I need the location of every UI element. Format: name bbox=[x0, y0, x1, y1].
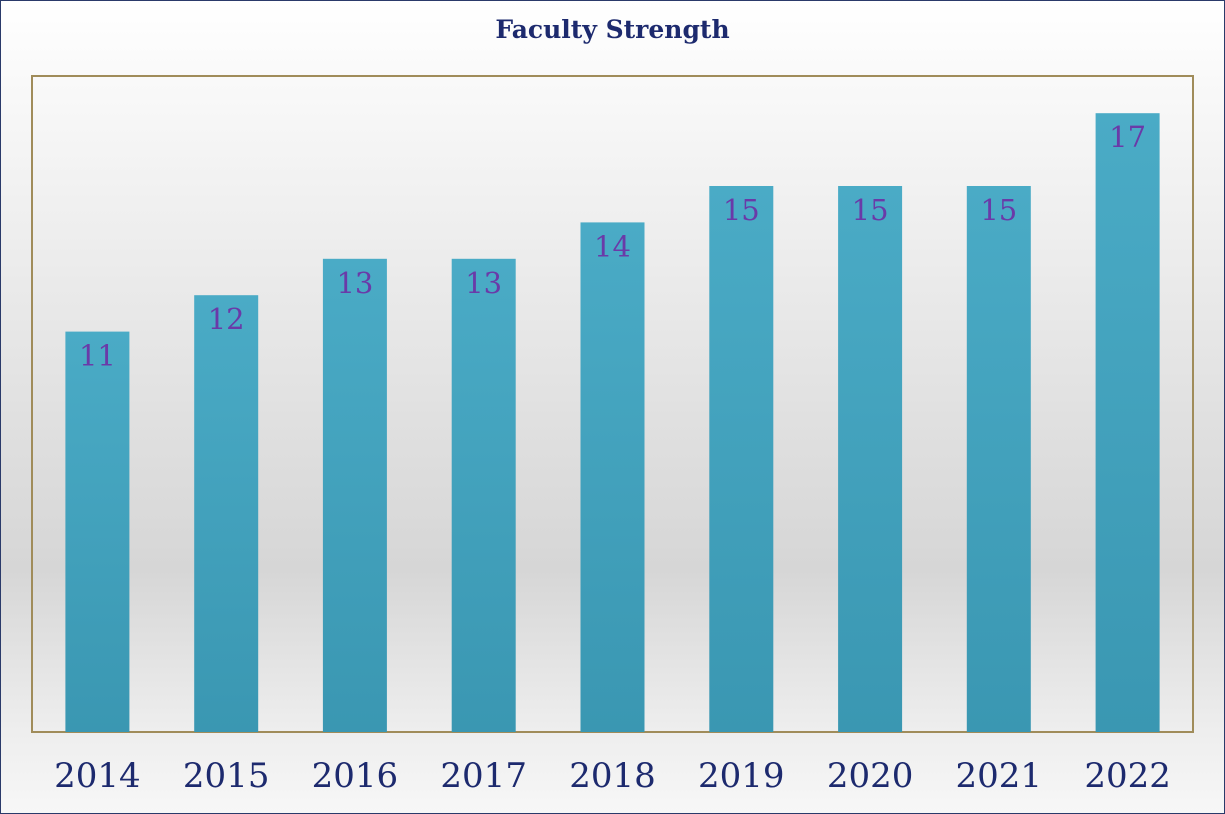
x-tick-label-2016: 2016 bbox=[312, 756, 399, 796]
data-label-2017: 13 bbox=[465, 266, 502, 300]
x-tick-label-2021: 2021 bbox=[956, 756, 1043, 796]
data-label-2022: 17 bbox=[1109, 120, 1146, 154]
bar-2017 bbox=[451, 258, 516, 732]
x-tick-label-2017: 2017 bbox=[440, 756, 527, 796]
data-label-2020: 15 bbox=[852, 193, 889, 227]
data-label-2019: 15 bbox=[723, 193, 760, 227]
bar-2018 bbox=[580, 222, 645, 732]
bar-2022 bbox=[1095, 113, 1160, 732]
x-tick-label-2014: 2014 bbox=[54, 756, 141, 796]
data-label-2016: 13 bbox=[336, 266, 373, 300]
data-labels-group: 11 12 13 13 14 15 15 15 17 bbox=[79, 120, 1146, 372]
x-tick-label-2019: 2019 bbox=[698, 756, 785, 796]
bar-2015 bbox=[194, 295, 259, 732]
data-label-2018: 14 bbox=[594, 229, 631, 263]
x-tick-label-2015: 2015 bbox=[183, 756, 270, 796]
bar-2021 bbox=[966, 186, 1031, 732]
x-tick-labels-group: 2014 2015 2016 2017 2018 2019 2020 2021 2022 bbox=[54, 756, 1171, 796]
data-label-2015: 12 bbox=[208, 302, 245, 336]
bar-2020 bbox=[838, 186, 903, 732]
x-tick-label-2018: 2018 bbox=[569, 756, 656, 796]
chart-title: Faculty Strength bbox=[495, 15, 730, 44]
bar-2016 bbox=[322, 258, 387, 732]
data-label-2014: 11 bbox=[79, 339, 116, 373]
bar-2019 bbox=[709, 186, 774, 732]
data-label-2021: 15 bbox=[980, 193, 1017, 227]
bars-group bbox=[65, 113, 1160, 732]
x-tick-label-2020: 2020 bbox=[827, 756, 914, 796]
bar-2014 bbox=[65, 331, 130, 732]
x-tick-label-2022: 2022 bbox=[1084, 756, 1171, 796]
